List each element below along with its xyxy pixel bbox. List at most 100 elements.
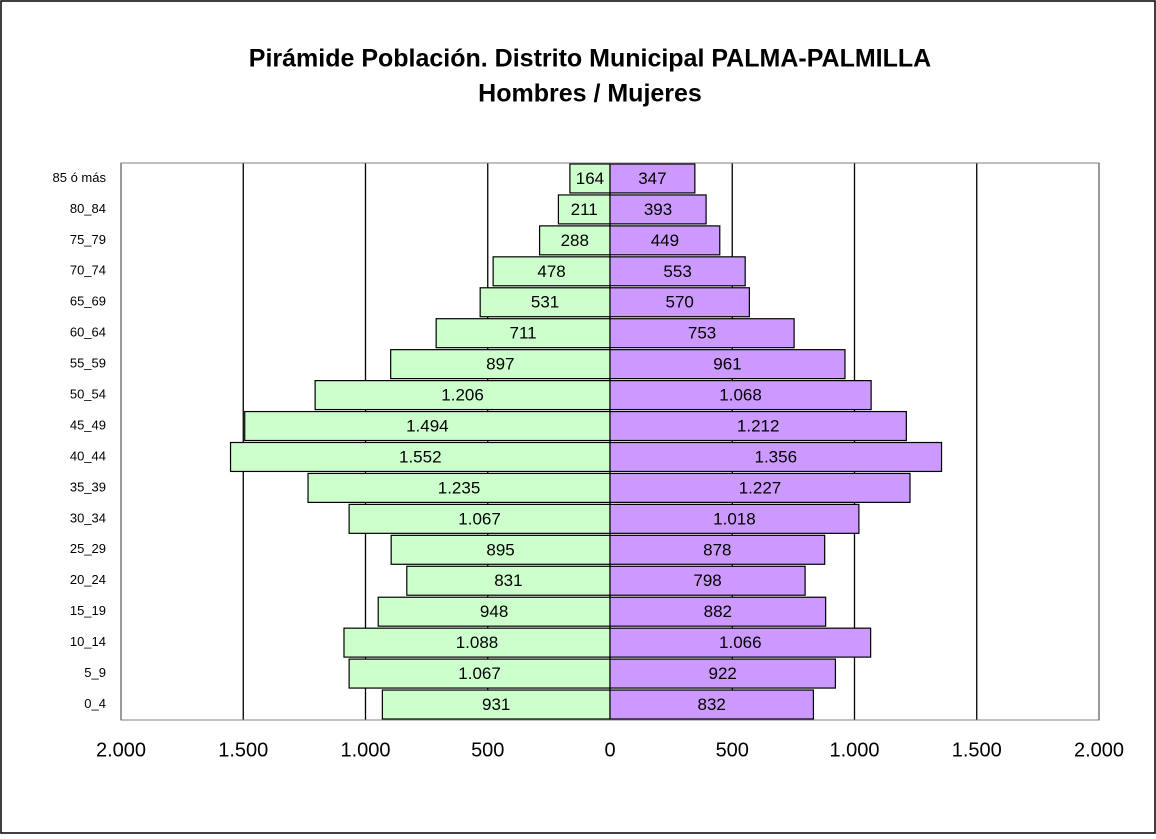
data-label: 895 (486, 540, 514, 559)
data-label: 922 (709, 664, 737, 683)
x-tick-label: 1.000 (829, 739, 879, 761)
data-label: 831 (494, 571, 522, 590)
y-tick-label: 70_74 (70, 263, 106, 278)
y-tick-label: 30_34 (70, 510, 106, 525)
data-label: 878 (703, 540, 731, 559)
bar (557, 194, 611, 225)
data-label: 211 (571, 200, 598, 219)
bar (609, 163, 696, 194)
data-label: 897 (486, 355, 514, 374)
data-label: 1.227 (739, 478, 782, 497)
data-label: 1.494 (406, 417, 449, 436)
y-tick-label: 80_84 (70, 201, 106, 216)
data-label: 1.018 (713, 509, 756, 528)
x-tick-label: 1.500 (952, 739, 1002, 761)
bar (492, 256, 611, 287)
bar (609, 410, 907, 442)
x-tick-label: 500 (716, 739, 749, 761)
bar (609, 318, 795, 349)
bar (479, 287, 611, 318)
plot-border (120, 162, 1100, 721)
bar (538, 225, 611, 256)
data-label: 288 (561, 231, 589, 250)
bar (609, 689, 815, 720)
bar (229, 441, 611, 473)
y-tick-label: 85 ó más (53, 170, 107, 185)
data-label: 931 (482, 695, 510, 714)
y-tick-label: 55_59 (70, 356, 106, 371)
data-label: 798 (693, 571, 721, 590)
bar (609, 256, 746, 287)
data-label: 1.067 (458, 664, 501, 683)
y-tick-label: 60_64 (70, 325, 106, 340)
x-tick-label: 2.000 (96, 739, 146, 761)
bar (609, 565, 806, 596)
data-label: 1.088 (456, 633, 499, 652)
data-label: 1.235 (438, 478, 481, 497)
bar (381, 689, 611, 720)
data-label: 711 (510, 324, 537, 343)
bar (609, 225, 721, 256)
x-tick-label: 0 (604, 739, 615, 761)
chart-title: Pirámide Población. Distrito Municipal P… (249, 45, 931, 73)
chart-subtitle: Hombres / Mujeres (478, 80, 702, 108)
data-label: 553 (663, 262, 691, 281)
y-tick-label: 45_49 (70, 417, 106, 432)
data-label: 961 (713, 355, 741, 374)
bar (609, 472, 911, 503)
bar (307, 472, 611, 503)
data-label: 948 (480, 602, 508, 621)
data-label: 393 (644, 200, 672, 219)
bar (609, 503, 860, 534)
data-label: 1.212 (737, 417, 780, 436)
y-tick-label: 25_29 (70, 541, 106, 556)
data-label: 164 (576, 169, 604, 188)
data-label: 347 (638, 169, 666, 188)
y-tick-label: 0_4 (84, 696, 106, 711)
bar (348, 658, 611, 689)
y-tick-label: 5_9 (84, 665, 106, 680)
data-label: 449 (651, 231, 679, 250)
y-tick-label: 15_19 (70, 603, 106, 618)
bar (348, 503, 611, 534)
y-tick-label: 65_69 (70, 294, 106, 309)
bar (244, 410, 611, 442)
y-tick-label: 50_54 (70, 387, 106, 402)
bar (609, 534, 826, 565)
bar (609, 287, 750, 318)
bar (609, 194, 707, 225)
bar (609, 349, 846, 380)
bar (390, 349, 611, 380)
x-tick-label: 2.000 (1074, 739, 1124, 761)
data-label: 1.066 (719, 633, 762, 652)
x-tick-label: 1.000 (340, 739, 390, 761)
data-label: 1.068 (719, 386, 762, 405)
data-label: 531 (531, 293, 559, 312)
bar (609, 627, 872, 658)
x-tick-label: 500 (471, 739, 504, 761)
bar (609, 380, 872, 411)
bar (390, 534, 611, 565)
bar (609, 441, 943, 473)
y-tick-label: 40_44 (70, 448, 106, 463)
data-label: 570 (665, 293, 693, 312)
data-label: 1.206 (441, 386, 484, 405)
x-tick-label: 1.500 (218, 739, 268, 761)
data-label: 478 (537, 262, 565, 281)
data-label: 882 (704, 602, 732, 621)
data-label: 1.552 (399, 447, 442, 466)
data-label: 1.356 (754, 447, 797, 466)
bar (609, 596, 827, 627)
bar (377, 596, 611, 627)
y-tick-label: 20_24 (70, 572, 106, 587)
data-label: 832 (698, 695, 726, 714)
y-tick-label: 10_14 (70, 634, 106, 649)
y-tick-label: 35_39 (70, 479, 106, 494)
bar (609, 658, 837, 689)
y-tick-label: 75_79 (70, 232, 106, 247)
bar (406, 565, 611, 596)
data-label: 1.067 (458, 509, 501, 528)
data-label: 753 (688, 324, 716, 343)
